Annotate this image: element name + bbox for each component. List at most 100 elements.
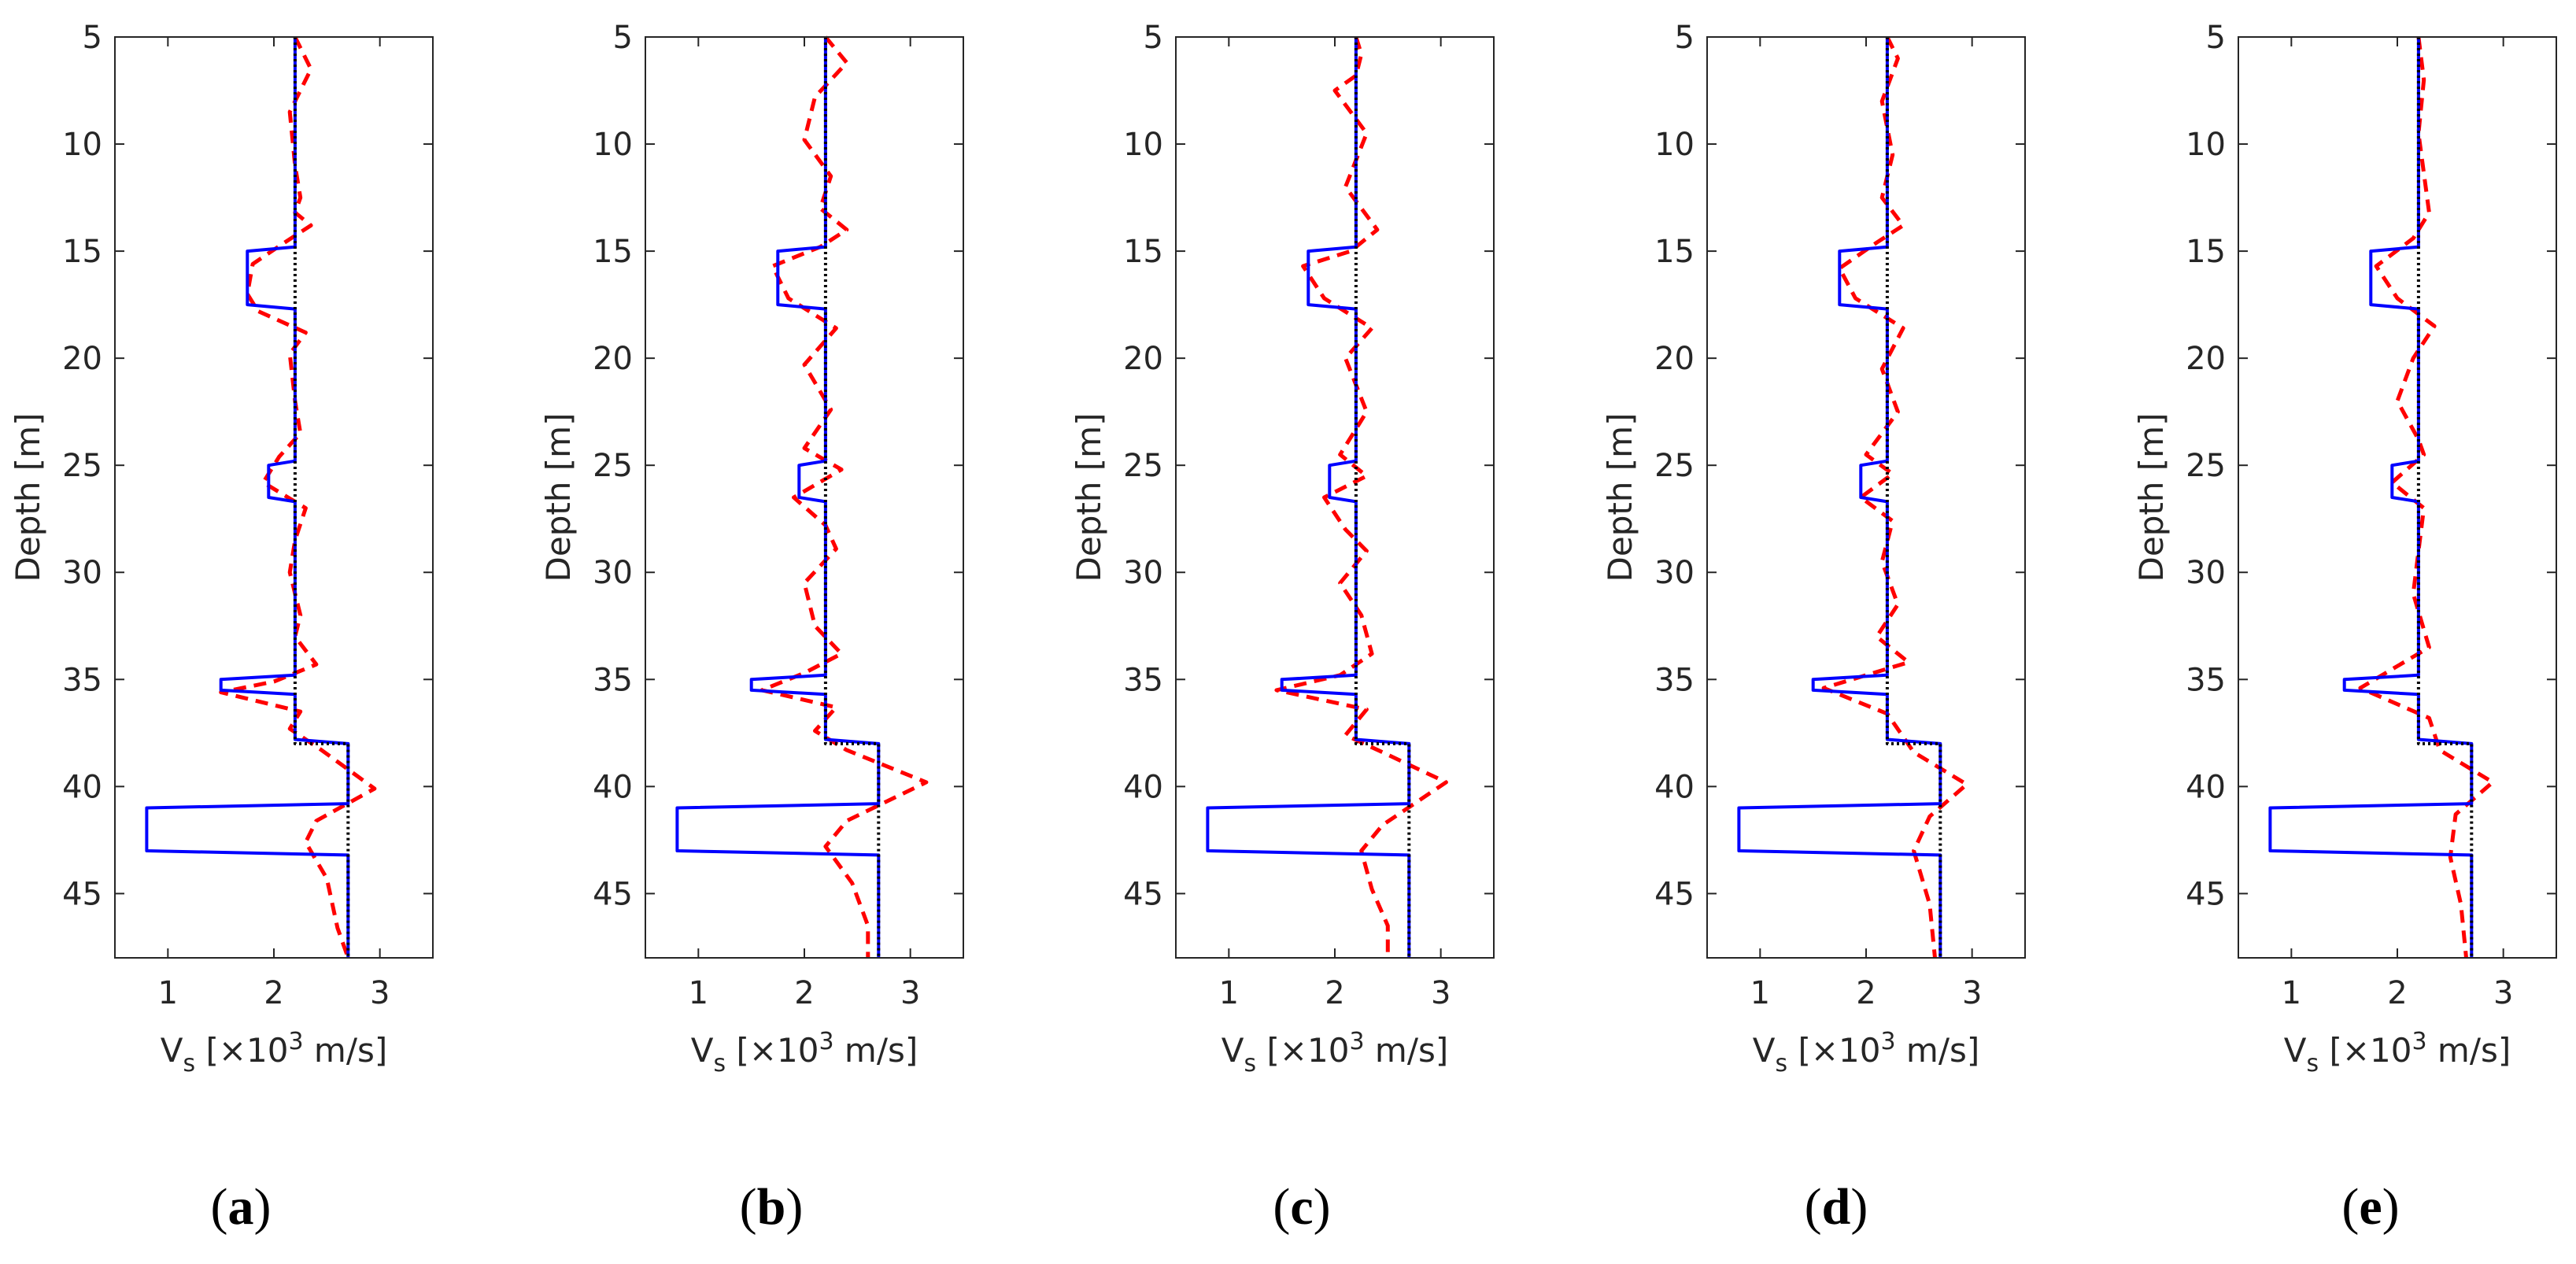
ytick-label-b-15: 15 bbox=[593, 234, 633, 270]
ytick-label-d-30: 30 bbox=[1654, 555, 1695, 591]
panel-label-e: e bbox=[2359, 1178, 2382, 1236]
xtick-label-d-3: 3 bbox=[1962, 975, 1982, 1011]
ytick-label-e-5: 5 bbox=[2206, 20, 2226, 56]
ytick-label-e-30: 30 bbox=[2186, 555, 2226, 591]
series-inverted-model-a bbox=[145, 37, 350, 958]
xtick-label-a-1: 1 bbox=[158, 975, 178, 1011]
ylabel-e: Depth [m] bbox=[2132, 413, 2171, 582]
series-dashed-model-b bbox=[759, 35, 929, 958]
panel-label-a: a bbox=[227, 1178, 254, 1236]
xtick-label-e-2: 2 bbox=[2387, 975, 2407, 1011]
ytick-label-a-20: 20 bbox=[62, 341, 102, 377]
ytick-label-d-35: 35 bbox=[1654, 662, 1695, 698]
ytick-label-b-10: 10 bbox=[593, 127, 633, 163]
xtick-label-a-2: 2 bbox=[264, 975, 283, 1011]
xtick-label-b-2: 2 bbox=[794, 975, 814, 1011]
ytick-label-c-20: 20 bbox=[1123, 341, 1163, 377]
ytick-label-a-10: 10 bbox=[62, 127, 102, 163]
ytick-label-c-30: 30 bbox=[1123, 555, 1163, 591]
xlabel-b: Vs [×103 m/s] bbox=[691, 1028, 918, 1077]
xtick-label-e-1: 1 bbox=[2282, 975, 2301, 1011]
xtick-label-c-3: 3 bbox=[1431, 975, 1451, 1011]
ytick-label-c-10: 10 bbox=[1123, 127, 1163, 163]
series-inverted-model-e bbox=[2268, 37, 2474, 958]
ytick-label-b-20: 20 bbox=[593, 341, 633, 377]
ytick-label-b-30: 30 bbox=[593, 555, 633, 591]
ytick-label-e-35: 35 bbox=[2186, 662, 2226, 698]
ytick-label-e-25: 25 bbox=[2186, 448, 2226, 484]
xtick-label-a-3: 3 bbox=[370, 975, 390, 1011]
ylabel-a: Depth [m] bbox=[9, 413, 47, 582]
ytick-label-d-5: 5 bbox=[1675, 20, 1695, 56]
panel-caption-b: (b) bbox=[739, 1178, 804, 1236]
ytick-label-b-45: 45 bbox=[593, 876, 633, 912]
xtick-label-c-2: 2 bbox=[1325, 975, 1344, 1011]
ytick-label-a-25: 25 bbox=[62, 448, 102, 484]
xtick-label-b-1: 1 bbox=[689, 975, 708, 1011]
series-inverted-model-d bbox=[1737, 37, 1942, 958]
panel-caption-d: (d) bbox=[1804, 1178, 1868, 1236]
xlabel-d: Vs [×103 m/s] bbox=[1753, 1028, 1980, 1077]
ytick-label-a-30: 30 bbox=[62, 555, 102, 591]
series-dashed-model-a bbox=[219, 35, 377, 959]
ytick-label-e-15: 15 bbox=[2186, 234, 2226, 270]
ytick-label-d-15: 15 bbox=[1654, 234, 1695, 270]
ytick-label-c-15: 15 bbox=[1123, 234, 1163, 270]
series-true-model-c bbox=[1354, 37, 1411, 958]
panel-label-d: d bbox=[1821, 1178, 1851, 1236]
panel-caption-c: (c) bbox=[1273, 1178, 1331, 1236]
ytick-label-b-35: 35 bbox=[593, 662, 633, 698]
xtick-label-c-1: 1 bbox=[1219, 975, 1239, 1011]
ylabel-b: Depth [m] bbox=[539, 413, 578, 582]
xtick-label-e-3: 3 bbox=[2493, 975, 2513, 1011]
xlabel-e: Vs [×103 m/s] bbox=[2284, 1028, 2511, 1077]
panel-label-b: b bbox=[756, 1178, 786, 1236]
ytick-label-c-35: 35 bbox=[1123, 662, 1163, 698]
panel-caption-a: (a) bbox=[210, 1178, 272, 1236]
ytick-label-c-45: 45 bbox=[1123, 876, 1163, 912]
xlabel-a: Vs [×103 m/s] bbox=[161, 1028, 388, 1077]
xlabel-c: Vs [×103 m/s] bbox=[1221, 1028, 1449, 1077]
ytick-label-d-25: 25 bbox=[1654, 448, 1695, 484]
ytick-label-c-25: 25 bbox=[1123, 448, 1163, 484]
ytick-label-c-40: 40 bbox=[1123, 769, 1163, 805]
ytick-label-d-20: 20 bbox=[1654, 341, 1695, 377]
ytick-label-e-45: 45 bbox=[2186, 876, 2226, 912]
series-dashed-model-c bbox=[1274, 36, 1448, 958]
series-true-model-d bbox=[1885, 37, 1942, 958]
ylabel-c: Depth [m] bbox=[1070, 413, 1108, 582]
ytick-label-a-45: 45 bbox=[62, 876, 102, 912]
xtick-label-d-2: 2 bbox=[1856, 975, 1876, 1011]
ylabel-d: Depth [m] bbox=[1601, 413, 1639, 582]
ytick-label-b-40: 40 bbox=[593, 769, 633, 805]
ytick-label-d-40: 40 bbox=[1654, 769, 1695, 805]
ytick-label-a-5: 5 bbox=[83, 20, 102, 56]
ytick-label-e-20: 20 bbox=[2186, 341, 2226, 377]
ytick-label-b-25: 25 bbox=[593, 448, 633, 484]
ytick-label-e-10: 10 bbox=[2186, 127, 2226, 163]
ytick-label-b-5: 5 bbox=[613, 20, 633, 56]
panel-caption-e: (e) bbox=[2341, 1178, 2400, 1236]
series-true-model-e bbox=[2416, 37, 2474, 958]
series-true-model-a bbox=[293, 37, 350, 958]
xtick-label-b-3: 3 bbox=[900, 975, 920, 1011]
series-inverted-model-b bbox=[675, 37, 881, 958]
ytick-label-a-40: 40 bbox=[62, 769, 102, 805]
ytick-label-e-40: 40 bbox=[2186, 769, 2226, 805]
xtick-label-d-1: 1 bbox=[1750, 975, 1770, 1011]
ytick-label-c-5: 5 bbox=[1144, 20, 1163, 56]
ytick-label-d-10: 10 bbox=[1654, 127, 1695, 163]
series-dashed-model-e bbox=[2358, 36, 2495, 959]
series-inverted-model-c bbox=[1206, 37, 1411, 958]
ytick-label-a-35: 35 bbox=[62, 662, 102, 698]
series-true-model-b bbox=[823, 37, 881, 958]
panel-label-c: c bbox=[1290, 1178, 1314, 1236]
series-dashed-model-d bbox=[1821, 35, 1969, 959]
